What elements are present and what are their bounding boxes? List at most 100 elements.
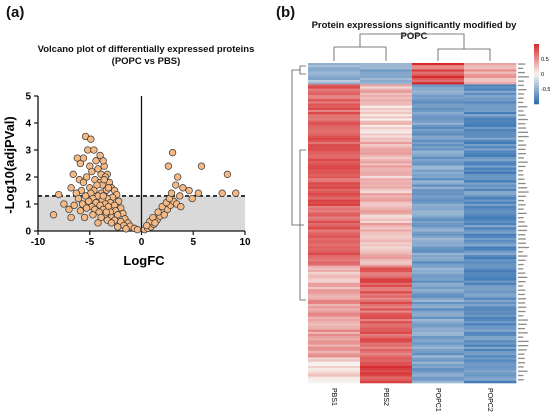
y-tick-label: 2 [25,173,31,184]
heatmap-cell [360,210,413,213]
legend-swatch [534,82,539,85]
data-point [85,197,93,205]
heatmap-cell [308,325,361,328]
heatmap-cell [308,150,361,153]
heatmap-cell [360,319,413,322]
heatmap-cell [308,118,361,121]
heatmap-cell [464,139,517,143]
heatmap-cell [360,112,413,115]
heatmap-cell [360,261,413,264]
heatmap-cell [464,265,517,269]
heatmap-cell [308,67,361,70]
data-point [172,181,180,189]
heatmap-cell [360,374,413,377]
heatmap-cell [464,233,517,237]
heatmap-cell [412,86,465,89]
heatmap-cell [464,65,517,68]
legend-swatch [534,56,539,59]
heatmap-cell [412,148,465,151]
heatmap-cell [360,370,413,373]
heatmap-cell [360,120,413,124]
heatmap-cell [360,220,413,224]
heatmap-cell [360,71,413,74]
heatmap-cell [308,319,361,322]
heatmap-cell [360,205,413,209]
data-point [76,207,85,215]
heatmap-cell [412,124,465,128]
data-point [143,221,151,230]
legend-swatch [534,92,539,95]
heatmap-cell [412,165,465,168]
heatmap-cell [412,120,465,124]
heatmap-cell [360,299,413,303]
heatmap-cell [412,171,465,175]
column-label: POPC2 [486,388,493,412]
heatmap-cell [308,378,361,382]
heatmap-cell [464,297,517,301]
heatmap-cell [412,80,465,83]
data-point [67,213,75,222]
heatmap-cell [360,338,413,341]
heatmap-cell [464,118,517,121]
heatmap-cell [412,156,465,160]
heatmap-cell [464,308,517,311]
heatmap-cell [308,374,361,377]
volcano-subtitle: (POPC vs PBS) [111,56,181,67]
heatmap-cell [412,240,465,243]
heatmap-cell [412,105,465,109]
heatmap-cell [308,295,361,298]
heatmap-cell [308,167,361,170]
heatmap-cell [464,363,517,367]
heatmap-cell [308,252,361,256]
heatmap-cell [464,73,517,77]
heatmap-cell [360,278,413,281]
heatmap-cell [308,233,361,237]
heatmap-cell [360,80,413,83]
data-point [67,184,75,192]
heatmap-cell [308,308,361,311]
heatmap-cell [412,223,465,226]
heatmap-cell [464,88,517,92]
heatmap-cell [412,82,465,85]
heatmap-cell [308,357,361,360]
row-label [518,63,526,65]
heatmap-cell [360,84,413,87]
heatmap-cell [360,250,413,254]
heatmap-cell [308,95,361,98]
heatmap-cell [412,252,465,256]
heatmap-cell [308,127,361,130]
row-label [518,97,524,99]
heatmap-cell [412,71,465,74]
row-label [518,178,525,180]
legend-swatch [534,70,539,73]
heatmap-cell [308,348,361,352]
heatmap-cell [360,323,413,326]
data-point [49,211,58,219]
heatmap-cell [464,114,517,117]
heatmap-cell [308,276,361,279]
heatmap-cell [412,107,465,111]
heatmap-cell [360,353,413,356]
heatmap-cell [412,133,465,136]
heatmap-cell [360,280,413,284]
legend-swatch [534,90,539,93]
heatmap-cell [412,255,465,258]
heatmap-cell [308,165,361,168]
heatmap-cell [308,161,361,164]
row-label [518,118,528,121]
heatmap-cell [464,133,517,136]
y-tick-label: 3 [25,146,31,157]
heatmap-cell [412,282,465,286]
heatmap-cell [412,327,465,330]
heatmap-cell [308,154,361,158]
x-tick-label: 10 [239,237,251,248]
heatmap-cell [308,195,361,198]
heatmap-cell [308,184,361,188]
heatmap-cell [464,173,517,177]
heatmap-cell [308,182,361,185]
data-point [74,194,83,203]
heatmap-cell [464,112,517,115]
heatmap-cell [360,378,413,382]
heatmap-cell [412,333,465,337]
heatmap-cell [412,261,465,264]
